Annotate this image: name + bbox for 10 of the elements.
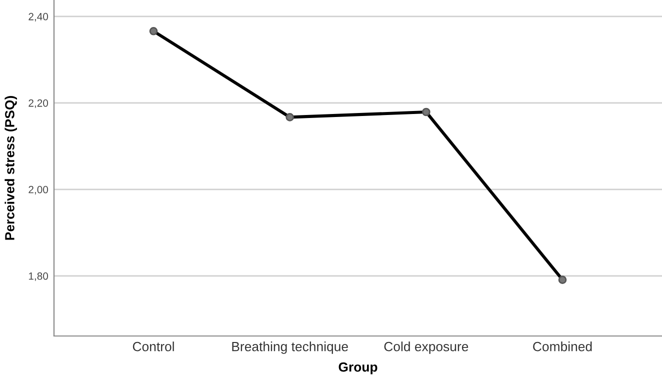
x-tick-label: Breathing technique [232, 342, 348, 354]
x-tick-label: Cold exposure [384, 342, 468, 354]
y-tick-label: 1,80 [28, 272, 48, 281]
y-axis-title: Perceived stress (PSQ) [4, 96, 17, 240]
x-tick-label: Combined [533, 342, 592, 352]
y-tick-label: 2,20 [28, 99, 48, 108]
x-axis-title: Group [338, 362, 378, 374]
y-tick-label: 2,40 [28, 12, 48, 22]
x-tick-label: Control [132, 342, 174, 352]
y-tick-label: 2,00 [28, 186, 48, 195]
